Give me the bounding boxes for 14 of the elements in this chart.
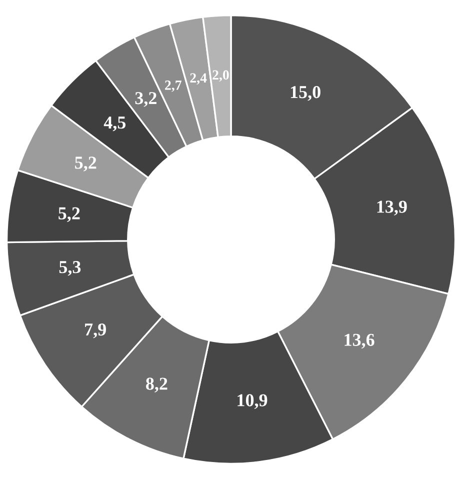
data-label: 2,7 [165, 80, 182, 92]
data-label: 2,4 [190, 73, 207, 85]
data-label: 10,9 [238, 394, 268, 409]
data-label: 4,5 [104, 116, 126, 132]
data-label: 7,9 [85, 323, 106, 338]
data-label: 5,2 [58, 207, 80, 222]
data-label: 5,2 [75, 156, 96, 172]
data-label: 2,0 [212, 70, 229, 82]
data-label: 13,6 [344, 334, 374, 349]
data-label: 5,3 [59, 261, 81, 276]
data-label: 15,0 [290, 86, 320, 101]
data-label: 8,2 [146, 378, 168, 392]
data-label: 13,9 [377, 200, 407, 216]
data-label: 3,2 [135, 92, 156, 107]
